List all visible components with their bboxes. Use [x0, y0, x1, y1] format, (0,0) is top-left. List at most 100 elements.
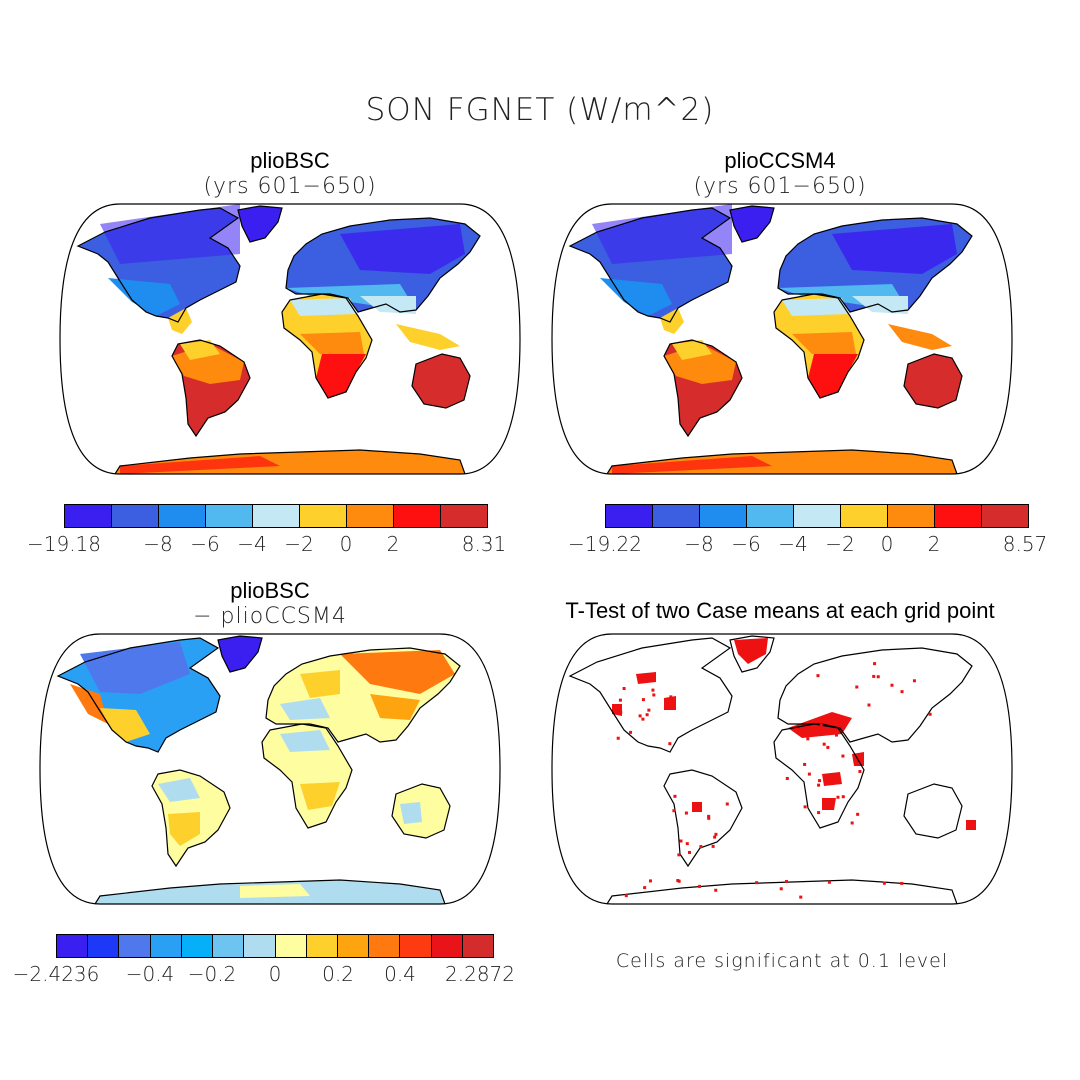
significant-cell — [676, 879, 680, 883]
significant-cell — [806, 737, 810, 741]
colorbar-tick-label: −6 — [190, 532, 220, 556]
colorbar-tick-label: 8.31 — [461, 532, 507, 556]
colorbar-swatch — [57, 935, 89, 957]
significant-cell — [645, 713, 649, 717]
colorbar-swatch — [206, 505, 253, 527]
significant-cell — [873, 662, 877, 666]
significant-cell — [672, 809, 676, 813]
colorbar-tick-label: −19.22 — [567, 532, 643, 556]
significant-cell — [867, 703, 871, 707]
significant-cell — [850, 821, 854, 825]
significant-cell — [836, 795, 840, 799]
significant-cell — [711, 844, 715, 848]
significant-cell — [900, 690, 904, 694]
colorbar-swatch — [888, 505, 935, 527]
colorbar-swatch — [253, 505, 300, 527]
significant-cell — [819, 723, 823, 727]
panel-2-colorbar — [605, 504, 1029, 528]
colorbar-swatch — [65, 505, 112, 527]
significant-cell — [641, 698, 645, 702]
colorbar-swatch — [306, 935, 338, 957]
colorbar-tick-label: 2 — [927, 532, 941, 556]
significant-cell — [858, 769, 862, 773]
significant-cell — [803, 805, 807, 809]
significant-cell — [641, 717, 645, 721]
significant-cell — [816, 674, 820, 678]
colorbar-tick-label: −2 — [284, 532, 314, 556]
significant-cell — [698, 884, 702, 888]
significant-cell — [618, 698, 622, 702]
panel-4-title: T-Test of two Case means at each grid po… — [565, 598, 995, 623]
colorbar-swatch — [369, 935, 401, 957]
significant-cell — [755, 881, 759, 885]
colorbar-tick-label: 8.57 — [1002, 532, 1048, 556]
significant-cell — [855, 685, 859, 689]
colorbar-swatch — [400, 935, 432, 957]
significant-cell — [890, 683, 894, 687]
significant-cell — [872, 674, 876, 678]
significant-cell — [841, 754, 845, 758]
colorbar-swatch — [606, 505, 653, 527]
significant-cell — [713, 835, 717, 839]
colorbar-swatch — [337, 935, 370, 957]
significant-cell — [707, 814, 711, 818]
significant-cell — [714, 888, 718, 892]
significant-cell — [817, 811, 821, 815]
significant-cell — [673, 794, 677, 798]
significant-cell — [882, 881, 886, 885]
colorbar-swatch — [747, 505, 794, 527]
colorbar-swatch — [431, 935, 463, 957]
panel-4-map — [551, 633, 1013, 905]
colorbar-tick-label: −0.4 — [125, 962, 175, 986]
panel-3-map — [39, 633, 501, 905]
significant-cell — [834, 733, 838, 737]
colorbar-swatch — [935, 505, 982, 527]
colorbar-tick-label: −19.18 — [26, 532, 102, 556]
significant-cell — [643, 886, 647, 890]
significant-cell — [785, 880, 789, 884]
significant-cell — [651, 688, 655, 692]
significant-cell — [876, 675, 880, 679]
significant-cell — [647, 708, 651, 712]
significant-cell — [822, 742, 826, 746]
colorbar-tick-label: −8 — [143, 532, 173, 556]
colorbar-swatch — [213, 935, 245, 957]
colorbar-swatch — [300, 505, 347, 527]
panel-3-subtitle: − plioCCSM4 — [193, 604, 347, 629]
colorbar-tick-label: 0 — [339, 532, 353, 556]
significant-cell — [799, 895, 803, 899]
colorbar-swatch — [394, 505, 441, 527]
significant-cell — [684, 811, 688, 815]
colorbar-swatch — [347, 505, 394, 527]
colorbar-swatch — [112, 505, 159, 527]
panel-3-title: plioBSC — [230, 578, 310, 603]
panel-1-colorbar — [64, 504, 488, 528]
colorbar-tick-label: −4 — [778, 532, 808, 556]
colorbar-tick-label: 2 — [386, 532, 400, 556]
colorbar-swatch — [88, 935, 120, 957]
colorbar-swatch — [794, 505, 841, 527]
colorbar-tick-label: −2 — [825, 532, 855, 556]
colorbar-tick-label: −6 — [731, 532, 761, 556]
colorbar-tick-label: −8 — [684, 532, 714, 556]
panel-2-subtitle: (yrs 601−650) — [693, 174, 867, 199]
significant-cell — [807, 772, 811, 776]
figure-title: SON FGNET (W/m^2) — [365, 92, 715, 128]
colorbar-tick-label: 0 — [268, 962, 282, 986]
colorbar-swatch — [159, 505, 206, 527]
significant-cell — [685, 842, 689, 846]
colorbar-swatch — [441, 505, 487, 527]
significant-cell — [679, 839, 683, 843]
panel-2-map — [551, 203, 1013, 475]
colorbar-swatch — [700, 505, 747, 527]
panel-1-title: plioBSC — [250, 148, 330, 173]
colorbar-swatch — [244, 935, 276, 957]
significant-cell — [856, 812, 860, 816]
panel-1-subtitle: (yrs 601−650) — [203, 174, 377, 199]
colorbar-swatch — [181, 935, 214, 957]
colorbar-tick-label: 0.2 — [322, 962, 354, 986]
colorbar-swatch — [119, 935, 151, 957]
significant-cell — [668, 742, 672, 746]
significant-cell — [779, 887, 783, 891]
significant-cell — [619, 710, 623, 714]
